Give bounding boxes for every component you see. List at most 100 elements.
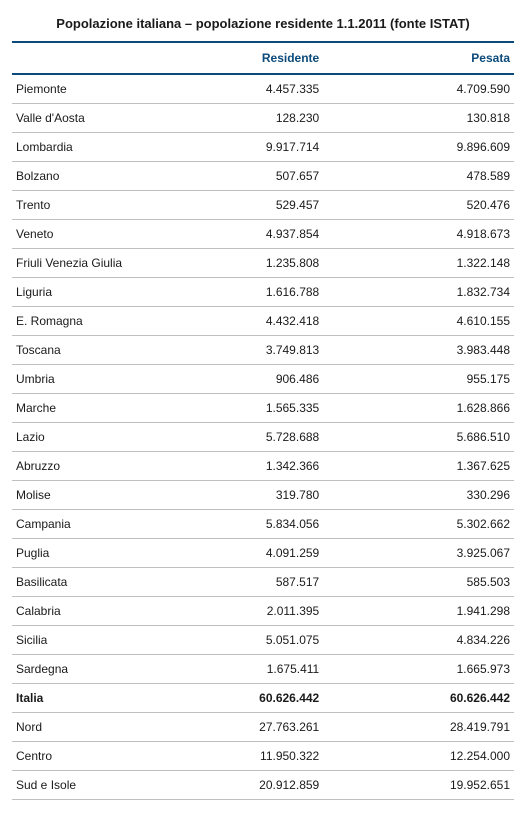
table-row: Calabria2.011.3951.941.298 (12, 597, 514, 626)
table-row: Marche1.565.3351.628.866 (12, 394, 514, 423)
cell-label: Trento (12, 191, 183, 220)
table-row: Basilicata587.517585.503 (12, 568, 514, 597)
table-row: Sardegna1.675.4111.665.973 (12, 655, 514, 684)
cell-residente: 1.565.335 (183, 394, 324, 423)
cell-pesata: 4.834.226 (323, 626, 514, 655)
table-row: Liguria1.616.7881.832.734 (12, 278, 514, 307)
cell-label: Campania (12, 510, 183, 539)
cell-pesata: 1.322.148 (323, 249, 514, 278)
cell-pesata: 5.686.510 (323, 423, 514, 452)
cell-residente: 5.834.056 (183, 510, 324, 539)
cell-pesata: 3.925.067 (323, 539, 514, 568)
table-row: Nord27.763.26128.419.791 (12, 713, 514, 742)
table-row: Friuli Venezia Giulia1.235.8081.322.148 (12, 249, 514, 278)
cell-pesata: 4.709.590 (323, 74, 514, 104)
cell-pesata: 60.626.442 (323, 684, 514, 713)
table-title: Popolazione italiana – popolazione resid… (12, 10, 514, 41)
col-header-residente: Residente (183, 42, 324, 74)
table-row: Lombardia9.917.7149.896.609 (12, 133, 514, 162)
table-row: E. Romagna4.432.4184.610.155 (12, 307, 514, 336)
cell-residente: 1.342.366 (183, 452, 324, 481)
cell-label: Puglia (12, 539, 183, 568)
cell-label: Italia (12, 684, 183, 713)
cell-label: Abruzzo (12, 452, 183, 481)
cell-label: Umbria (12, 365, 183, 394)
cell-pesata: 3.983.448 (323, 336, 514, 365)
cell-residente: 319.780 (183, 481, 324, 510)
cell-pesata: 585.503 (323, 568, 514, 597)
cell-residente: 587.517 (183, 568, 324, 597)
table-row: Sud e Isole20.912.85919.952.651 (12, 771, 514, 800)
cell-pesata: 520.476 (323, 191, 514, 220)
cell-pesata: 5.302.662 (323, 510, 514, 539)
cell-residente: 9.917.714 (183, 133, 324, 162)
cell-label: Piemonte (12, 74, 183, 104)
cell-label: Molise (12, 481, 183, 510)
cell-pesata: 12.254.000 (323, 742, 514, 771)
cell-label: Centro (12, 742, 183, 771)
cell-pesata: 4.610.155 (323, 307, 514, 336)
cell-pesata: 28.419.791 (323, 713, 514, 742)
cell-residente: 1.235.808 (183, 249, 324, 278)
cell-pesata: 130.818 (323, 104, 514, 133)
cell-residente: 4.937.854 (183, 220, 324, 249)
cell-label: Nord (12, 713, 183, 742)
cell-residente: 4.432.418 (183, 307, 324, 336)
cell-label: Marche (12, 394, 183, 423)
table-row: Centro11.950.32212.254.000 (12, 742, 514, 771)
cell-label: Veneto (12, 220, 183, 249)
cell-residente: 3.749.813 (183, 336, 324, 365)
cell-label: Sicilia (12, 626, 183, 655)
table-row: Piemonte4.457.3354.709.590 (12, 74, 514, 104)
cell-residente: 2.011.395 (183, 597, 324, 626)
cell-pesata: 1.941.298 (323, 597, 514, 626)
table-row: Umbria906.486955.175 (12, 365, 514, 394)
cell-pesata: 330.296 (323, 481, 514, 510)
table-row: Italia60.626.44260.626.442 (12, 684, 514, 713)
cell-label: Toscana (12, 336, 183, 365)
table-row: Trento529.457520.476 (12, 191, 514, 220)
table-row: Campania5.834.0565.302.662 (12, 510, 514, 539)
cell-pesata: 9.896.609 (323, 133, 514, 162)
cell-label: Friuli Venezia Giulia (12, 249, 183, 278)
cell-residente: 20.912.859 (183, 771, 324, 800)
population-table: Residente Pesata Piemonte4.457.3354.709.… (12, 41, 514, 800)
cell-residente: 60.626.442 (183, 684, 324, 713)
cell-residente: 4.457.335 (183, 74, 324, 104)
cell-pesata: 4.918.673 (323, 220, 514, 249)
table-row: Abruzzo1.342.3661.367.625 (12, 452, 514, 481)
cell-label: Valle d'Aosta (12, 104, 183, 133)
table-row: Puglia4.091.2593.925.067 (12, 539, 514, 568)
cell-pesata: 1.832.734 (323, 278, 514, 307)
cell-residente: 4.091.259 (183, 539, 324, 568)
cell-residente: 1.675.411 (183, 655, 324, 684)
col-header-label (12, 42, 183, 74)
cell-label: Lazio (12, 423, 183, 452)
cell-residente: 128.230 (183, 104, 324, 133)
table-body: Piemonte4.457.3354.709.590Valle d'Aosta1… (12, 74, 514, 800)
table-row: Veneto4.937.8544.918.673 (12, 220, 514, 249)
cell-pesata: 1.628.866 (323, 394, 514, 423)
cell-residente: 1.616.788 (183, 278, 324, 307)
cell-pesata: 19.952.651 (323, 771, 514, 800)
cell-residente: 906.486 (183, 365, 324, 394)
cell-pesata: 478.589 (323, 162, 514, 191)
cell-pesata: 1.665.973 (323, 655, 514, 684)
cell-label: Sardegna (12, 655, 183, 684)
cell-label: Bolzano (12, 162, 183, 191)
cell-pesata: 955.175 (323, 365, 514, 394)
table-header-row: Residente Pesata (12, 42, 514, 74)
table-row: Bolzano507.657478.589 (12, 162, 514, 191)
cell-label: E. Romagna (12, 307, 183, 336)
table-row: Valle d'Aosta128.230130.818 (12, 104, 514, 133)
cell-label: Calabria (12, 597, 183, 626)
cell-label: Basilicata (12, 568, 183, 597)
cell-residente: 5.051.075 (183, 626, 324, 655)
cell-residente: 507.657 (183, 162, 324, 191)
table-row: Sicilia5.051.0754.834.226 (12, 626, 514, 655)
cell-residente: 11.950.322 (183, 742, 324, 771)
cell-label: Sud e Isole (12, 771, 183, 800)
table-row: Molise319.780330.296 (12, 481, 514, 510)
cell-label: Lombardia (12, 133, 183, 162)
cell-residente: 27.763.261 (183, 713, 324, 742)
